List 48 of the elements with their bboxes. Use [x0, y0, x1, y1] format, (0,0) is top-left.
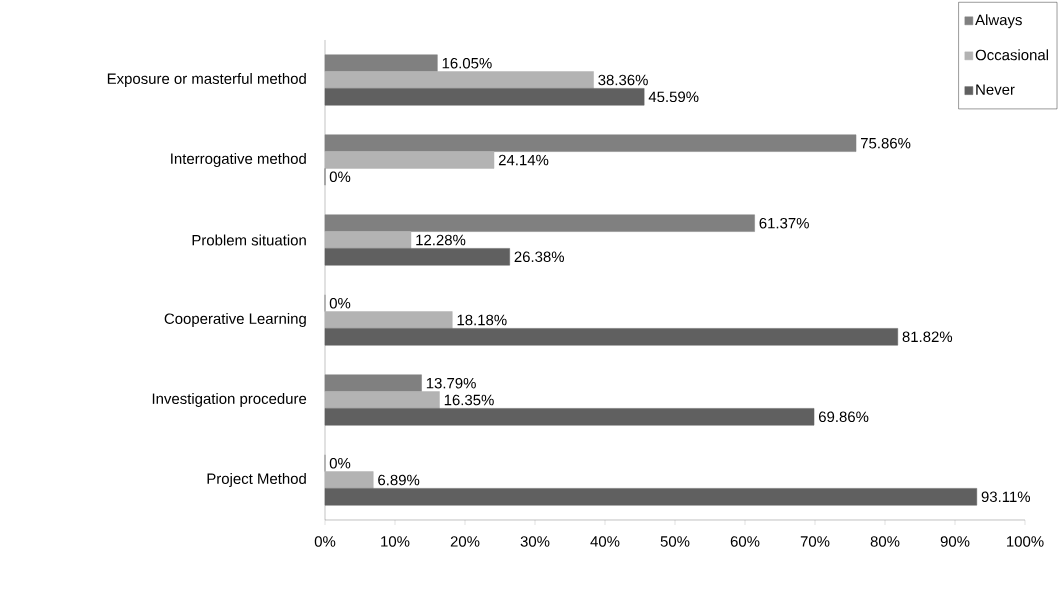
- x-tick-label: 100%: [1007, 536, 1044, 547]
- y-tick-label: Investigation procedure: [152, 393, 307, 407]
- data-label: 69.86%: [818, 411, 869, 423]
- data-label: 61.37%: [759, 217, 809, 229]
- y-tick-label: Problem situation: [192, 234, 306, 246]
- bar: [324, 214, 755, 232]
- data-label: 18.18%: [457, 314, 507, 326]
- bar: [324, 311, 453, 329]
- x-tick-label: 10%: [381, 536, 410, 547]
- data-label: 16.05%: [442, 57, 492, 69]
- data-label: 16.35%: [444, 394, 494, 406]
- x-tick-label: 30%: [520, 536, 550, 547]
- data-label: 0%: [329, 297, 351, 309]
- y-tick-label: Interrogative method: [171, 153, 306, 167]
- bar: [324, 231, 412, 249]
- bar: [324, 471, 374, 489]
- x-tick-label: 40%: [590, 536, 620, 547]
- data-label: 81.82%: [902, 331, 953, 343]
- x-tick-label: 20%: [450, 536, 480, 547]
- x-tick-label: 90%: [940, 536, 970, 547]
- x-tick-label: 80%: [870, 536, 900, 547]
- x-tick-label: 70%: [800, 536, 830, 547]
- x-tick-label: 60%: [730, 536, 760, 547]
- bar: [324, 391, 440, 409]
- x-tick-label: 0%: [314, 536, 336, 547]
- data-label: 45.59%: [648, 91, 699, 103]
- legend-label: Never: [976, 84, 1015, 95]
- data-label: 38.36%: [598, 74, 648, 86]
- bar: [324, 54, 438, 72]
- data-label: 93.11%: [981, 491, 1031, 503]
- data-label: 26.38%: [514, 251, 565, 263]
- data-label: 6.89%: [378, 474, 420, 486]
- data-label: 0%: [329, 171, 351, 183]
- data-label: 24.14%: [498, 154, 549, 166]
- bar: [324, 374, 422, 392]
- legend-label: Occasional: [975, 49, 1049, 61]
- bar: [324, 71, 594, 89]
- x-tick-label: 50%: [660, 536, 690, 547]
- data-label: 0%: [329, 457, 351, 469]
- bar: [324, 134, 857, 152]
- y-tick-label: Exposure or masterful method: [107, 73, 306, 87]
- data-label: 12.28%: [416, 234, 466, 246]
- bar: [324, 151, 495, 169]
- data-label: 75.86%: [860, 137, 911, 149]
- data-label: 13.79%: [426, 377, 476, 389]
- y-tick-label: Project Method: [207, 473, 306, 487]
- legend-label: Always: [975, 14, 1022, 29]
- y-tick-label: Cooperative Learning: [164, 313, 306, 327]
